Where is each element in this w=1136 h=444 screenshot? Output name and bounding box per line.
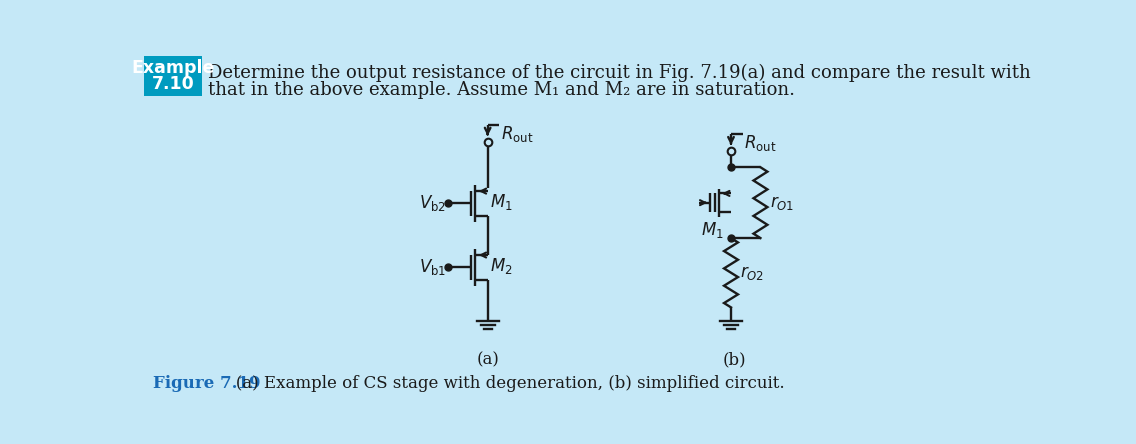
Text: Figure 7.19: Figure 7.19 [153, 375, 260, 392]
Text: Determine the output resistance of the circuit in Fig. 7.19(a) and compare the r: Determine the output resistance of the c… [208, 64, 1030, 82]
Text: $R_\mathrm{out}$: $R_\mathrm{out}$ [501, 124, 533, 144]
Text: (b): (b) [722, 351, 746, 368]
Bar [144, 56, 202, 95]
Text: (a) Example of CS stage with degeneration, (b) simplified circuit.: (a) Example of CS stage with degeneratio… [219, 375, 784, 392]
Text: $M_1$: $M_1$ [490, 192, 512, 212]
Text: that in the above example. Assume M₁ and M₂ are in saturation.: that in the above example. Assume M₁ and… [208, 81, 795, 99]
Text: $M_1$: $M_1$ [701, 220, 724, 240]
Text: Example: Example [132, 59, 215, 77]
Text: $V_\mathrm{b1}$: $V_\mathrm{b1}$ [419, 258, 445, 278]
Text: $M_2$: $M_2$ [490, 256, 512, 276]
Text: $V_\mathrm{b2}$: $V_\mathrm{b2}$ [419, 194, 445, 214]
Text: $r_{O2}$: $r_{O2}$ [741, 264, 765, 282]
Text: $r_{O1}$: $r_{O1}$ [770, 194, 794, 212]
Text: 7.10: 7.10 [151, 75, 194, 93]
Text: $R_\mathrm{out}$: $R_\mathrm{out}$ [744, 133, 777, 153]
Text: (a): (a) [476, 351, 499, 368]
